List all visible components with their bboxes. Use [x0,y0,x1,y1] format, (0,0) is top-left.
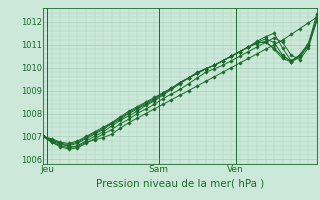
X-axis label: Pression niveau de la mer( hPa ): Pression niveau de la mer( hPa ) [96,179,264,189]
